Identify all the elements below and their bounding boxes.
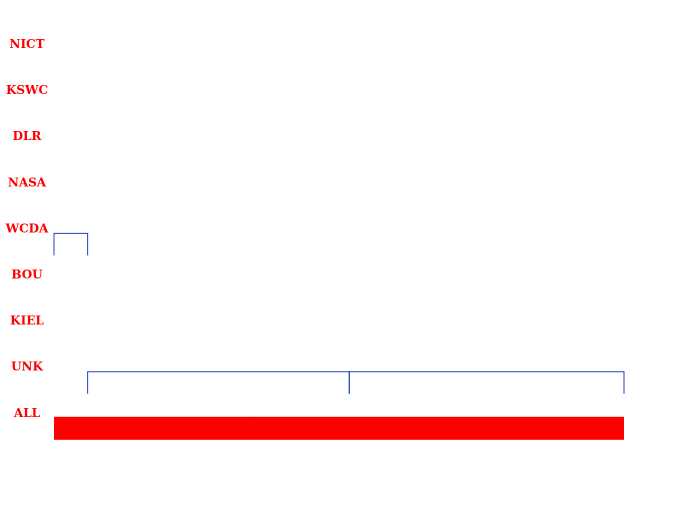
row-label-kiel: KIEL bbox=[10, 314, 44, 328]
coverage-bracket-unk-0 bbox=[87, 371, 350, 394]
coverage-bracket-unk-1 bbox=[348, 371, 625, 394]
coverage-bar-all-0 bbox=[54, 416, 250, 440]
row-label-nict: NICT bbox=[9, 37, 44, 51]
row-label-dlr: DLR bbox=[13, 129, 43, 143]
row-label-all: ALL bbox=[13, 406, 41, 420]
row-label-wcda: WCDA bbox=[5, 221, 49, 235]
row-label-kswc: KSWC bbox=[6, 83, 48, 97]
coverage-marks bbox=[53, 232, 625, 440]
coverage-bracket-wcda-0 bbox=[53, 232, 89, 256]
row-label-nasa: NASA bbox=[8, 175, 47, 189]
row-label-bou: BOU bbox=[11, 268, 43, 282]
row-label-unk: UNK bbox=[11, 360, 43, 374]
row-labels: NICT KSWC DLR NASA WCDA BOU KIEL UNK ALL bbox=[5, 37, 49, 420]
coverage-bar-all-1 bbox=[249, 416, 624, 440]
